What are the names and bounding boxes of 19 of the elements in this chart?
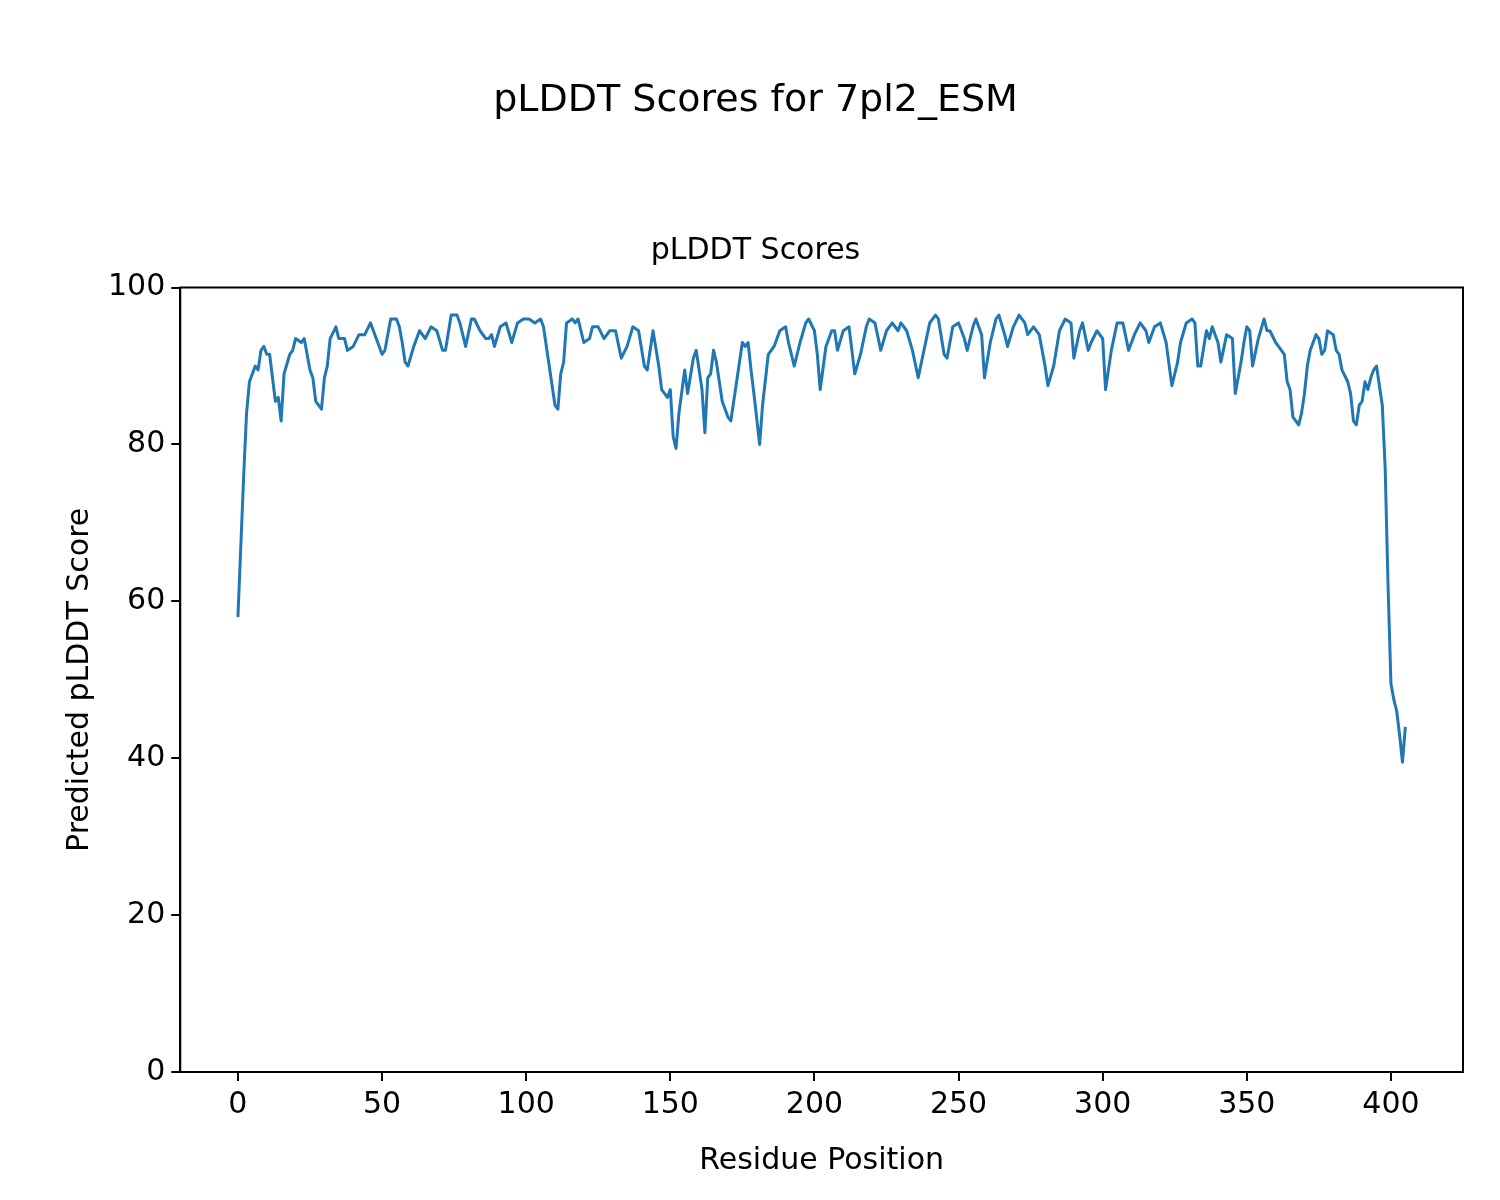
chart-subtitle: pLDDT Scores	[650, 231, 861, 267]
x-tick-label: 300	[1074, 1084, 1132, 1120]
y-tick-label: 100	[108, 267, 166, 303]
chart-title: pLDDT Scores for 7pl2_ESM	[493, 75, 1018, 120]
x-tick-label: 400	[1362, 1084, 1420, 1120]
x-tick-label: 200	[785, 1084, 844, 1120]
x-axis-title: Residue Position	[699, 1140, 945, 1176]
x-tick-label: 0	[228, 1084, 248, 1120]
x-tick-label: 50	[362, 1084, 402, 1120]
x-tick-label: 350	[1218, 1084, 1276, 1120]
y-tick-label: 60	[127, 581, 166, 617]
x-tick-label: 250	[929, 1084, 988, 1120]
y-axis-title: Predicted pLDDT Score	[59, 507, 95, 852]
x-tick-label: 150	[641, 1084, 699, 1120]
x-tick-label: 100	[497, 1084, 555, 1120]
y-tick-label: 20	[127, 894, 166, 930]
y-tick-label: 40	[127, 738, 166, 774]
y-tick-label: 0	[146, 1051, 166, 1087]
y-tick-label: 80	[127, 424, 166, 460]
